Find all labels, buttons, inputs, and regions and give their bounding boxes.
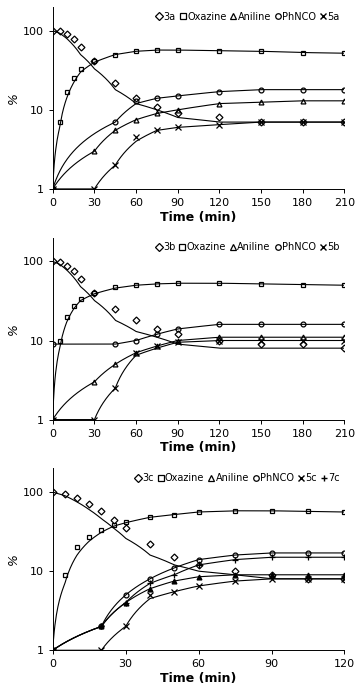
X-axis label: Time (min): Time (min) [160,672,237,685]
Y-axis label: %: % [7,92,20,104]
X-axis label: Time (min): Time (min) [160,211,237,224]
X-axis label: Time (min): Time (min) [160,441,237,455]
Legend: 3a, Oxazine, Aniline, PhNCO, 5a: 3a, Oxazine, Aniline, PhNCO, 5a [153,9,342,25]
Y-axis label: %: % [7,554,20,565]
Y-axis label: %: % [7,322,20,334]
Legend: 3c, Oxazine, Aniline, PhNCO, 5c, 7c: 3c, Oxazine, Aniline, PhNCO, 5c, 7c [132,471,342,486]
Legend: 3b, Oxazine, Aniline, PhNCO, 5b: 3b, Oxazine, Aniline, PhNCO, 5b [153,239,342,255]
